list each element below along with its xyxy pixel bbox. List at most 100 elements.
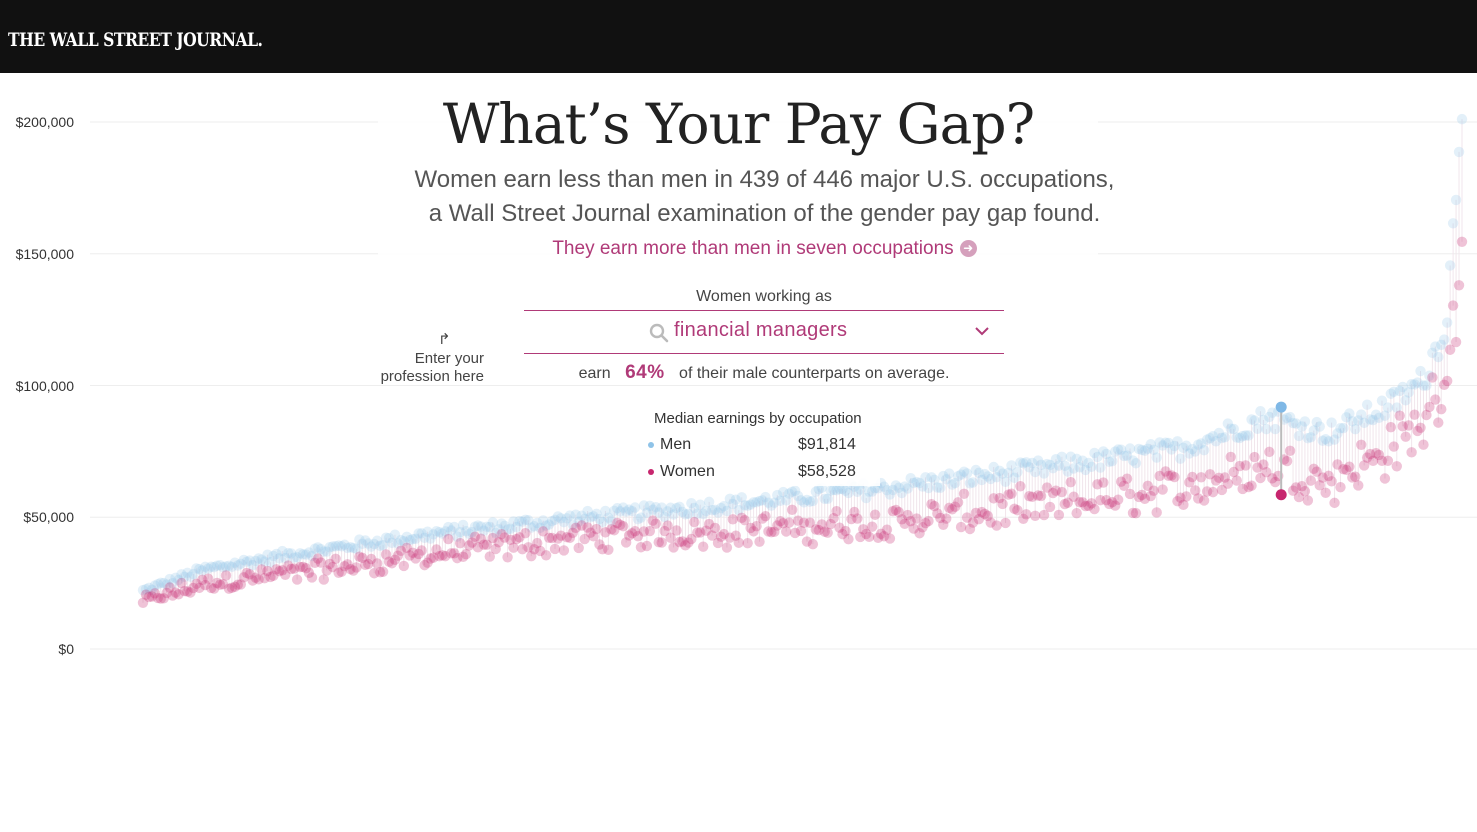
women-point[interactable] [1009,503,1020,514]
men-point[interactable] [1000,476,1011,487]
women-point[interactable] [250,572,261,583]
women-point[interactable] [214,579,226,590]
women-point[interactable] [413,548,424,560]
women-point[interactable] [1258,459,1269,470]
women-point[interactable] [534,545,546,557]
women-point[interactable] [914,528,925,539]
men-point[interactable] [253,553,264,564]
women-point[interactable] [1044,501,1056,513]
men-point[interactable] [1172,436,1183,447]
men-point[interactable] [191,563,202,574]
men-point[interactable] [914,477,925,489]
men-point[interactable] [1450,194,1462,206]
men-point[interactable] [259,556,270,567]
men-point[interactable] [902,483,913,494]
men-point[interactable] [840,485,851,497]
men-point[interactable] [451,531,463,542]
women-point[interactable] [576,520,587,531]
women-point[interactable] [404,550,415,561]
men-point[interactable] [1204,432,1216,444]
women-point[interactable] [783,517,795,528]
men-point[interactable] [994,465,1005,476]
women-point[interactable] [1391,461,1402,472]
women-point[interactable] [499,532,510,543]
men-point[interactable] [594,513,605,525]
women-point[interactable] [1047,487,1059,499]
women-point[interactable] [194,582,205,594]
men-point[interactable] [1012,467,1023,478]
women-point[interactable] [751,521,762,532]
women-point[interactable] [1190,485,1201,496]
women-point[interactable] [472,542,484,553]
men-point[interactable] [668,509,679,520]
women-point[interactable] [780,526,792,537]
women-point[interactable] [626,528,638,539]
men-point[interactable] [730,494,742,505]
men-point[interactable] [1412,377,1423,388]
men-point[interactable] [570,509,581,520]
women-point[interactable] [1287,485,1299,496]
women-point[interactable] [1115,476,1127,487]
women-point[interactable] [294,561,306,573]
men-point[interactable] [742,500,753,511]
women-point[interactable] [1059,498,1071,510]
men-point[interactable] [443,521,454,533]
men-point[interactable] [1424,370,1435,381]
men-point[interactable] [179,571,190,583]
women-point[interactable] [644,525,656,537]
men-point[interactable] [1098,446,1109,457]
women-point[interactable] [816,519,827,530]
women-point[interactable] [1053,509,1065,521]
men-point[interactable] [380,532,392,543]
women-point[interactable] [1243,481,1254,493]
men-point[interactable] [878,481,890,492]
men-point[interactable] [1101,448,1112,460]
women-point[interactable] [268,570,279,581]
men-point[interactable] [1382,402,1394,413]
men-point[interactable] [1142,443,1154,454]
men-point[interactable] [1361,399,1373,410]
men-point[interactable] [555,513,567,524]
men-point[interactable] [164,573,175,585]
men-point[interactable] [1287,417,1299,429]
men-point[interactable] [982,471,993,482]
men-point[interactable] [736,492,747,503]
men-point[interactable] [185,571,196,582]
men-point[interactable] [582,505,593,517]
men-point[interactable] [1044,459,1056,471]
women-point[interactable] [579,533,590,545]
women-point[interactable] [1353,480,1364,491]
men-point[interactable] [1089,447,1100,459]
men-point[interactable] [831,485,842,496]
women-point[interactable] [615,519,626,531]
men-point[interactable] [1053,460,1065,471]
women-point[interactable] [1178,499,1189,511]
women-point[interactable] [137,597,149,608]
men-point[interactable] [537,515,549,526]
women-point[interactable] [1104,498,1115,510]
men-point[interactable] [146,584,158,596]
men-point[interactable] [1415,365,1426,377]
men-point[interactable] [1293,430,1305,442]
men-point[interactable] [1332,428,1343,439]
women-point[interactable] [588,531,599,542]
men-point[interactable] [1071,453,1082,465]
men-point[interactable] [502,524,513,535]
men-point[interactable] [354,534,365,545]
men-point[interactable] [932,482,943,493]
women-point[interactable] [570,522,581,534]
men-point[interactable] [1400,395,1411,406]
men-point[interactable] [1038,468,1050,479]
women-point[interactable] [1311,466,1322,477]
women-point[interactable] [703,518,715,530]
women-point[interactable] [265,571,276,583]
men-point[interactable] [149,580,161,591]
women-point[interactable] [1344,461,1355,472]
women-point[interactable] [1118,480,1130,491]
men-point[interactable] [609,505,620,517]
men-point[interactable] [333,540,344,551]
women-point[interactable] [1350,471,1361,482]
men-point[interactable] [469,521,481,532]
men-point[interactable] [843,487,854,499]
men-point[interactable] [291,552,303,563]
